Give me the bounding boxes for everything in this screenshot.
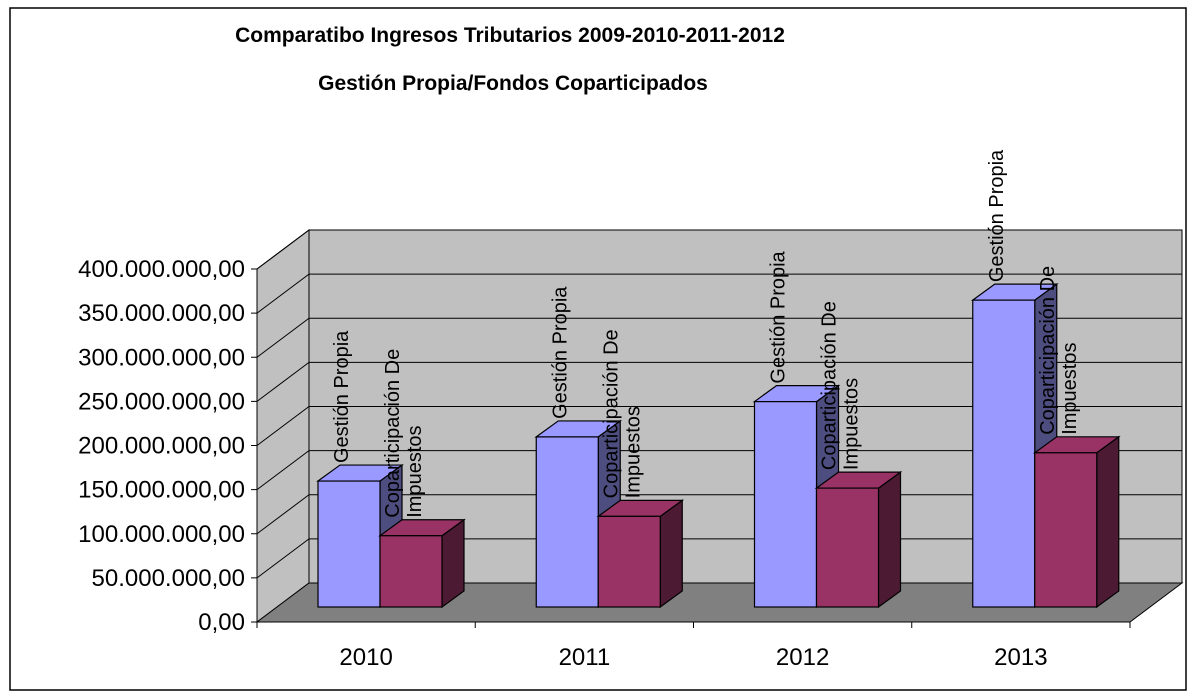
bar-side [877, 470, 902, 609]
bar [596, 499, 685, 609]
data-label: Coparticipación DeImpuestos [1037, 266, 1081, 435]
y-tick-label: 350.000.000,00 [78, 300, 245, 327]
gridline [256, 494, 310, 535]
data-label-line: Gestión Propia [986, 149, 1008, 282]
gridline [256, 361, 310, 402]
bar-front [753, 401, 818, 608]
gridline [256, 229, 310, 270]
data-label-line: Coparticipación De [819, 301, 841, 470]
bar [378, 518, 466, 609]
bar-side [659, 499, 683, 609]
x-tick-label: 2010 [339, 644, 392, 671]
data-label: Coparticipación DeImpuestos [382, 349, 426, 518]
bar-front [597, 515, 661, 608]
data-label-line: Coparticipación De [382, 349, 404, 518]
bar-front [535, 436, 599, 608]
x-tick-label: 2011 [559, 644, 611, 671]
data-label: Gestión Propia [768, 250, 790, 383]
data-label-line: Impuestos [404, 425, 426, 517]
data-label-line: Gestión Propia [549, 286, 571, 419]
gridline [256, 317, 310, 358]
data-label-line: Gestión Propia [768, 250, 790, 383]
x-tick-label: 2012 [776, 644, 829, 671]
y-tick-label: 100.000.000,00 [78, 521, 245, 548]
chart-title: Comparatibo Ingresos Tributarios 2009-20… [235, 24, 785, 47]
y-tick-label: 0,00 [198, 609, 245, 636]
x-tick-label: 2013 [994, 644, 1047, 671]
data-label-line: Impuestos [1059, 343, 1081, 435]
data-label-line: Impuestos [622, 406, 644, 498]
y-tick-label: 400.000.000,00 [78, 256, 245, 283]
bar-front [1034, 452, 1098, 608]
data-label: Coparticipación DeImpuestos [600, 329, 644, 498]
data-label: Gestión Propia [331, 330, 353, 463]
y-tick-label: 250.000.000,00 [78, 388, 245, 415]
bar-front [815, 487, 880, 608]
bar-front [379, 535, 443, 608]
data-label-line: Gestión Propia [331, 330, 353, 463]
chart-subtitle: Gestión Propia/Fondos Coparticipados [318, 72, 708, 95]
gridline [256, 273, 310, 314]
data-label-line: Coparticipación De [1037, 266, 1059, 435]
data-label-line: Impuestos [841, 378, 863, 470]
data-label-line: Coparticipación De [600, 329, 622, 498]
bar-front [317, 480, 381, 608]
data-label: Coparticipación DeImpuestos [819, 301, 863, 470]
bar [814, 470, 903, 609]
y-tick-label: 200.000.000,00 [78, 433, 245, 460]
bar-front [972, 299, 1036, 608]
bar-side [1096, 435, 1120, 609]
bar [1032, 435, 1121, 609]
y-tick-label: 300.000.000,00 [78, 344, 245, 371]
gridline [256, 406, 310, 446]
y-tick-label: 150.000.000,00 [78, 477, 245, 504]
gridline [256, 538, 310, 579]
y-tick-label: 50.000.000,00 [92, 565, 245, 592]
data-label: Gestión Propia [549, 286, 571, 419]
gridline [256, 450, 310, 491]
data-label: Gestión Propia [986, 149, 1008, 282]
